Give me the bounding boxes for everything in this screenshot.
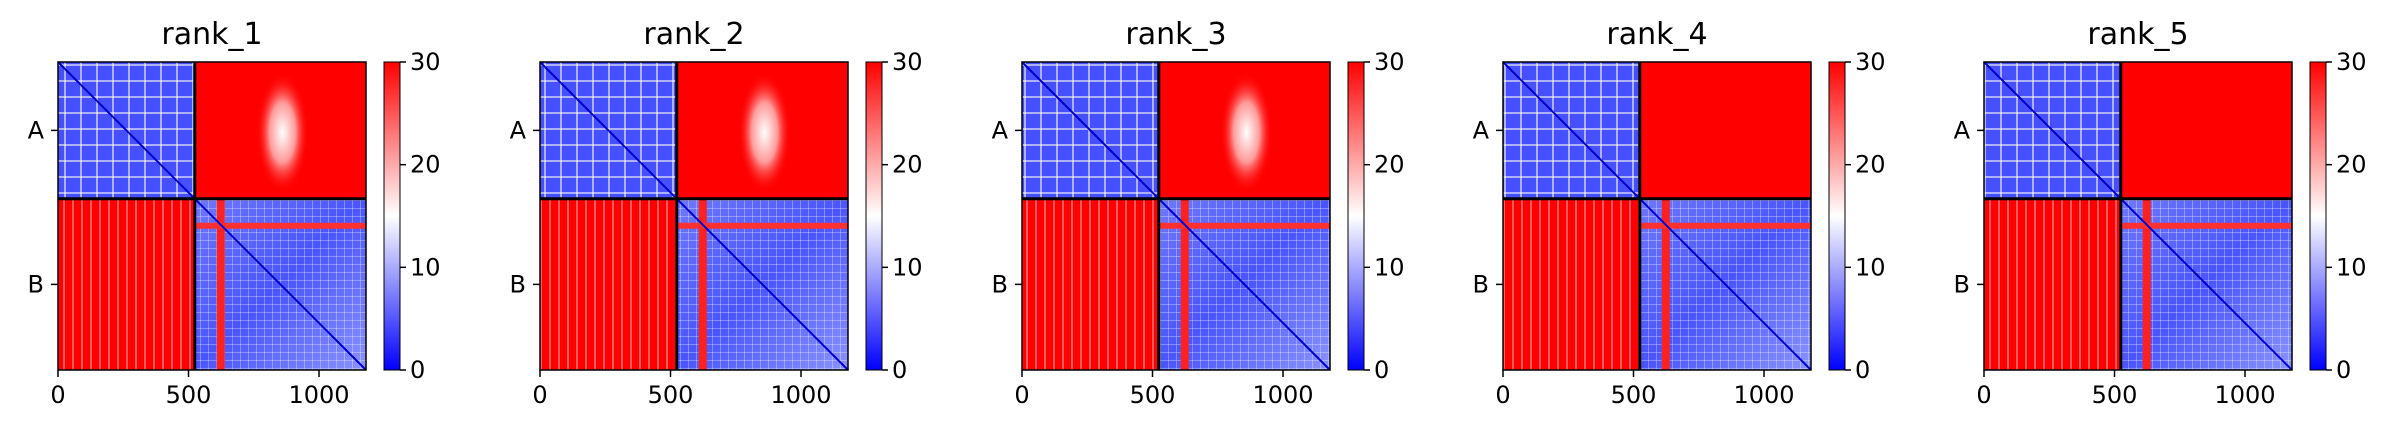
colorbar-tick-label: 30 [892, 48, 923, 76]
chain-b-red-stripe [2120, 222, 2292, 229]
chain-b-red-stripe [698, 198, 707, 370]
heatmap-panel-3: rank_3 0 500 1000 A B 0 10 20 30 [992, 17, 1405, 409]
panel-title: rank_5 [2087, 17, 2188, 52]
colorbar-tick-label: 10 [892, 253, 923, 281]
diagonal [1983, 61, 2293, 371]
chain-b-red-stripe [1158, 222, 1330, 229]
x-tick-label: 500 [1130, 381, 1176, 409]
colorbar-tick-label: 0 [1374, 356, 1389, 384]
interchain-stripes [540, 198, 677, 370]
plot-frame [1983, 61, 2293, 371]
heatmap-panel-1: rank_1 0 500 1000 A B 0 10 20 30 [28, 17, 441, 409]
x-tick-label: 0 [50, 381, 65, 409]
colorbar [865, 61, 883, 371]
interchain-stripes [58, 198, 195, 370]
colorbar-tick-label: 10 [410, 253, 441, 281]
interchain-stripes [1984, 198, 2121, 370]
x-tick-label: 500 [2092, 381, 2138, 409]
y-tick-label: B [992, 270, 1008, 298]
x-tick-label: 1000 [770, 381, 831, 409]
panel-title: rank_1 [161, 17, 262, 52]
colorbar-tick-label: 10 [1374, 253, 1405, 281]
colorbar [2309, 61, 2327, 371]
colorbar-tick-label: 20 [1374, 151, 1405, 179]
colorbar-tick-label: 10 [1855, 253, 1886, 281]
y-tick-label: A [28, 116, 45, 144]
colorbar-tick-label: 20 [892, 151, 923, 179]
panel-title: rank_3 [1125, 17, 1226, 52]
colorbar-tick-label: 30 [1855, 48, 1886, 76]
interchain-stripes [1503, 198, 1640, 370]
x-tick-label: 0 [532, 381, 547, 409]
colorbar-tick-label: 10 [2336, 253, 2367, 281]
chain-b-red-stripe [1180, 198, 1189, 370]
chain-b-red-stripe [216, 198, 225, 370]
y-tick-label: B [510, 270, 526, 298]
diagonal [1021, 61, 1331, 371]
interchain-hotspot [256, 72, 309, 193]
interchain-hotspot [1220, 72, 1273, 193]
y-tick-label: B [1954, 270, 1970, 298]
heatmap-panel-2: rank_2 0 500 1000 A B 0 10 20 30 [510, 17, 923, 409]
colorbar [383, 61, 401, 371]
colorbar-tick-label: 0 [1855, 356, 1870, 384]
y-tick-label: A [992, 116, 1009, 144]
y-tick-label: A [1473, 116, 1490, 144]
x-tick-label: 500 [166, 381, 212, 409]
x-tick-label: 1000 [1252, 381, 1313, 409]
panel-title: rank_4 [1606, 17, 1707, 52]
colorbar [1347, 61, 1365, 371]
y-tick-label: A [1954, 116, 1971, 144]
colorbar-tick-label: 0 [2336, 356, 2351, 384]
plot-frame [1502, 61, 1812, 371]
interchain-stripes [1022, 198, 1159, 370]
interchain-hotspot [738, 72, 791, 193]
chain-b-red-stripe [1639, 222, 1811, 229]
x-tick-label: 0 [1976, 381, 1991, 409]
x-tick-label: 1000 [2214, 381, 2275, 409]
chain-b-red-stripe [194, 222, 366, 229]
chain-b-red-stripe [2142, 198, 2151, 370]
colorbar-tick-label: 20 [1855, 151, 1886, 179]
x-tick-label: 1000 [288, 381, 349, 409]
y-tick-label: B [28, 270, 44, 298]
x-tick-label: 0 [1014, 381, 1029, 409]
x-tick-label: 500 [1611, 381, 1657, 409]
panel-title: rank_2 [643, 17, 744, 52]
colorbar-tick-label: 30 [1374, 48, 1405, 76]
x-tick-label: 500 [648, 381, 694, 409]
x-tick-label: 0 [1495, 381, 1510, 409]
diagonal [1502, 61, 1812, 371]
colorbar [1828, 61, 1846, 371]
y-tick-label: B [1473, 270, 1489, 298]
diagonal [57, 61, 367, 371]
colorbar-tick-label: 30 [2336, 48, 2367, 76]
colorbar-tick-label: 30 [410, 48, 441, 76]
heatmap-panel-4: rank_4 0 500 1000 A B 0 10 20 30 [1473, 17, 1886, 409]
heatmap-panel-5: rank_5 0 500 1000 A B 0 10 20 30 [1954, 17, 2367, 409]
y-tick-label: A [510, 116, 527, 144]
colorbar-tick-label: 0 [410, 356, 425, 384]
colorbar-tick-label: 20 [2336, 151, 2367, 179]
colorbar-tick-label: 20 [410, 151, 441, 179]
chain-b-red-stripe [676, 222, 848, 229]
colorbar-tick-label: 0 [892, 356, 907, 384]
chain-b-red-stripe [1661, 198, 1670, 370]
x-tick-label: 1000 [1733, 381, 1794, 409]
diagonal [539, 61, 849, 371]
plot-frame [539, 61, 849, 371]
plot-frame [1021, 61, 1331, 371]
plot-frame [57, 61, 367, 371]
